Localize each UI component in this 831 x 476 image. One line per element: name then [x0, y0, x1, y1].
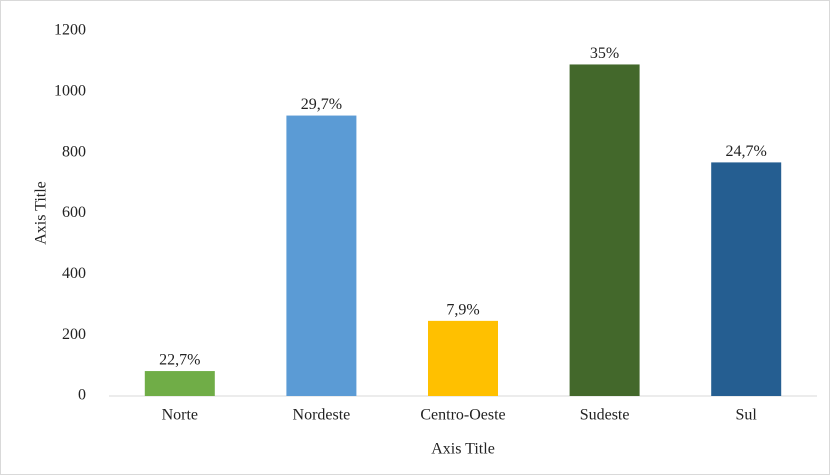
bar: [286, 115, 357, 396]
bar-annotation: 29,7%: [301, 96, 342, 113]
bar: [428, 320, 498, 396]
bar: [569, 64, 640, 396]
bar-annotation: 22,7%: [159, 352, 200, 369]
bar: [711, 162, 782, 396]
bar: [144, 371, 215, 396]
x-tick-label: Sul: [736, 407, 758, 424]
x-tick-label: Nordeste: [293, 407, 351, 424]
x-axis-title: Axis Title: [431, 441, 495, 458]
bar-annotation: 7,9%: [446, 302, 479, 319]
y-tick-label: 1200: [54, 22, 86, 39]
y-tick-label: 1000: [54, 83, 86, 100]
x-tick-label: Sudeste: [580, 407, 630, 424]
y-tick-label: 200: [62, 326, 86, 343]
y-axis-title: Axis Title: [33, 181, 50, 245]
y-tick-label: 400: [62, 265, 86, 282]
x-tick-label: Norte: [162, 407, 198, 424]
x-tick-label: Centro-Oeste: [420, 407, 505, 424]
bar-annotation: 35%: [590, 45, 619, 62]
y-tick-label: 800: [62, 143, 86, 160]
bar-annotation: 24,7%: [726, 143, 767, 160]
y-tick-label: 600: [62, 204, 86, 221]
y-tick-label: 0: [78, 387, 86, 404]
